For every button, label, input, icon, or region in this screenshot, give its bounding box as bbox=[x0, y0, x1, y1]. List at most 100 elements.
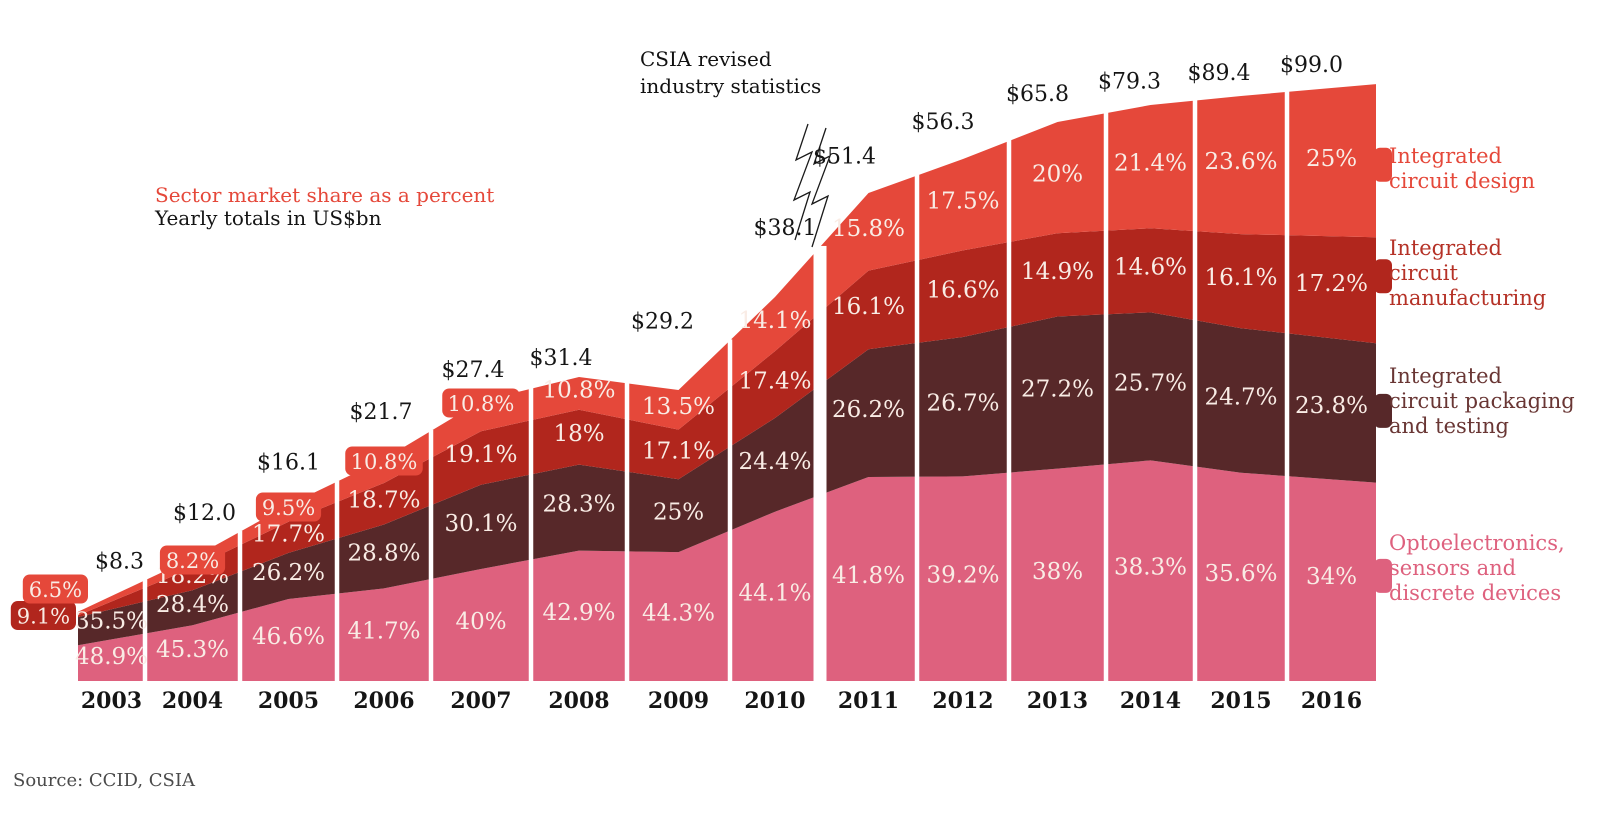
total-label-2005: $16.1 bbox=[257, 451, 320, 476]
chart-title-totals-line: Yearly totals in US$bn bbox=[155, 206, 382, 230]
pct-label-optoelectronics-2014: 38.3% bbox=[1114, 555, 1187, 581]
pct-label-design-2009: 13.5% bbox=[642, 394, 715, 420]
pct-label-design-2003: 6.5% bbox=[29, 578, 82, 602]
legend-item-ic-design: Integrated circuit design bbox=[1389, 144, 1535, 194]
pct-label-optoelectronics-2005: 46.6% bbox=[252, 624, 325, 650]
pct-label-packaging-2014: 25.7% bbox=[1114, 370, 1187, 396]
band-packaging bbox=[78, 312, 1376, 646]
pct-label-packaging-2006: 28.8% bbox=[347, 540, 420, 566]
csia-annotation-line1: CSIA revised bbox=[640, 47, 772, 71]
year-label-2006: 2006 bbox=[353, 688, 414, 714]
pct-label-manufacturing-2013: 14.9% bbox=[1021, 259, 1094, 285]
band-design bbox=[78, 84, 1376, 616]
year-divider bbox=[428, 429, 434, 681]
legend-item-ic-packaging-testing: Integrated circuit packaging and testing bbox=[1389, 364, 1575, 439]
legend-item-ic-manufacturing: Integrated circuit manufacturing bbox=[1389, 236, 1546, 311]
total-label-2007: $27.4 bbox=[442, 358, 505, 383]
year-divider bbox=[727, 339, 733, 681]
total-label-2016: $99.0 bbox=[1280, 53, 1343, 78]
legend-item-optoelectronics: Optoelectronics, sensors and discrete de… bbox=[1389, 531, 1565, 606]
pct-label-manufacturing-2010: 17.4% bbox=[738, 369, 811, 395]
total-label-2015: $89.4 bbox=[1188, 61, 1251, 86]
break-bolt-icon bbox=[792, 123, 814, 241]
total-label-2014: $79.3 bbox=[1098, 70, 1161, 95]
total-label-2013: $65.8 bbox=[1006, 82, 1069, 107]
pct-label-manufacturing-2007: 19.1% bbox=[444, 442, 517, 468]
total-label-2006: $21.7 bbox=[350, 400, 413, 425]
year-divider bbox=[624, 382, 630, 681]
pct-label-manufacturing-2015: 16.1% bbox=[1204, 265, 1277, 291]
year-divider bbox=[1103, 112, 1109, 682]
pct-label-manufacturing-2005: 17.7% bbox=[252, 521, 325, 547]
pct-label-packaging-2013: 27.2% bbox=[1021, 377, 1094, 403]
pct-label-design-2007: 10.8% bbox=[448, 392, 515, 416]
legend-label-line: Optoelectronics, bbox=[1389, 531, 1565, 555]
pct-pill-design-2003 bbox=[22, 574, 88, 604]
legend-label-line: discrete devices bbox=[1389, 581, 1562, 605]
pct-label-manufacturing-2009: 17.1% bbox=[642, 438, 715, 464]
year-label-2009: 2009 bbox=[648, 688, 709, 714]
year-label-2010: 2010 bbox=[744, 688, 805, 714]
series-break-gap bbox=[813, 245, 827, 681]
total-label-2004: $12.0 bbox=[173, 501, 236, 526]
legend-label-line: manufacturing bbox=[1389, 286, 1547, 310]
chart-title-share-line: Sector market share as a percent bbox=[155, 183, 495, 207]
legend-label-line: Integrated bbox=[1389, 364, 1502, 388]
pct-label-optoelectronics-2006: 41.7% bbox=[347, 619, 420, 645]
pct-label-optoelectronics-2015: 35.6% bbox=[1204, 561, 1277, 587]
year-label-2015: 2015 bbox=[1210, 688, 1271, 714]
year-label-2004: 2004 bbox=[162, 688, 223, 714]
legend-label-line: circuit packaging bbox=[1389, 389, 1575, 413]
year-label-2013: 2013 bbox=[1027, 688, 1088, 714]
pct-label-manufacturing-2016: 17.2% bbox=[1295, 271, 1368, 297]
pct-label-design-2013: 20% bbox=[1032, 162, 1083, 188]
year-divider bbox=[237, 530, 243, 681]
year-divider bbox=[1192, 99, 1198, 681]
pct-label-design-2006: 10.8% bbox=[351, 450, 418, 474]
total-label-2009: $29.2 bbox=[631, 309, 694, 334]
year-label-2011: 2011 bbox=[838, 688, 899, 714]
band-optoelectronics bbox=[78, 460, 1376, 681]
legend-tab-design bbox=[1374, 147, 1392, 182]
pct-label-manufacturing-2008: 18% bbox=[553, 421, 604, 447]
pct-label-optoelectronics-2011: 41.8% bbox=[832, 563, 905, 589]
pct-label-manufacturing-2011: 16.1% bbox=[832, 294, 905, 320]
pct-label-manufacturing-2014: 14.6% bbox=[1114, 254, 1187, 280]
pct-label-optoelectronics-2016: 34% bbox=[1306, 564, 1357, 590]
pct-pill-manufacturing-2003 bbox=[10, 601, 76, 631]
legend-label-line: Integrated bbox=[1389, 144, 1502, 168]
total-label-2010: $38.1 bbox=[754, 216, 817, 241]
legend-label-line: circuit design bbox=[1389, 169, 1535, 193]
pct-label-design-2008: 10.8% bbox=[542, 377, 615, 403]
pct-label-manufacturing-2006: 18.7% bbox=[347, 488, 420, 514]
year-label-2012: 2012 bbox=[932, 688, 993, 714]
csia-revision-annotation: CSIA revised industry statistics bbox=[640, 46, 821, 100]
total-label-2012: $56.3 bbox=[912, 110, 975, 135]
pct-label-packaging-2004: 28.4% bbox=[156, 592, 229, 618]
pct-pill-design-2004 bbox=[159, 545, 226, 575]
pct-label-packaging-2015: 24.7% bbox=[1204, 384, 1277, 410]
pct-pill-design-2007 bbox=[442, 388, 520, 418]
legend-label-line: Integrated bbox=[1389, 236, 1502, 260]
pct-label-optoelectronics-2012: 39.2% bbox=[926, 563, 999, 589]
year-divider bbox=[334, 480, 340, 681]
pct-label-packaging-2012: 26.7% bbox=[926, 391, 999, 417]
chart-title: Sector market share as a percent Yearly … bbox=[155, 184, 494, 230]
pct-label-packaging-2010: 24.4% bbox=[738, 449, 811, 475]
year-label-2007: 2007 bbox=[450, 688, 511, 714]
pct-label-packaging-2011: 26.2% bbox=[832, 397, 905, 423]
year-label-2014: 2014 bbox=[1120, 688, 1181, 714]
csia-annotation-line2: industry statistics bbox=[640, 74, 822, 98]
year-divider bbox=[142, 579, 148, 681]
pct-label-optoelectronics-2003: 48.9% bbox=[75, 644, 148, 670]
legend-label-line: and testing bbox=[1389, 414, 1509, 438]
pct-label-optoelectronics-2010: 44.1% bbox=[738, 580, 811, 606]
source-note: Source: CCID, CSIA bbox=[13, 770, 195, 791]
legend-label-line: circuit bbox=[1389, 261, 1458, 285]
pct-label-optoelectronics-2004: 45.3% bbox=[156, 637, 229, 663]
pct-label-design-2011: 15.8% bbox=[832, 216, 905, 242]
legend-tab-optoelectronics bbox=[1374, 558, 1392, 593]
legend-label-line: sensors and bbox=[1389, 556, 1517, 580]
